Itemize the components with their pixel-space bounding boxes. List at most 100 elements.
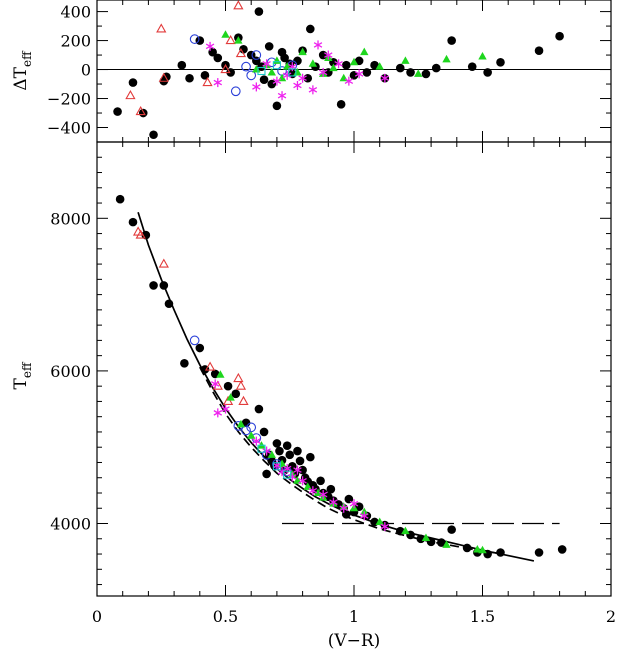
data-point	[375, 62, 384, 70]
data-point	[213, 408, 223, 418]
data-point	[293, 56, 302, 66]
data-point	[349, 71, 359, 80]
data-point	[180, 358, 189, 368]
data-point	[236, 419, 246, 428]
data-point	[185, 73, 194, 83]
data-point	[478, 545, 487, 554]
top-y-tick-label: −400	[47, 119, 91, 138]
asterisk-stroke	[318, 491, 328, 498]
bottom-y-tick-label: 8000	[50, 209, 91, 228]
data-point	[280, 53, 289, 63]
data-point	[267, 450, 276, 458]
data-point	[282, 441, 292, 450]
top-panel-points	[113, 0, 564, 140]
bottom-x-tick-label: 1	[349, 607, 359, 626]
data-point	[349, 57, 359, 66]
data-point	[247, 431, 256, 439]
data-point	[204, 361, 216, 371]
data-point	[158, 258, 169, 268]
data-point	[267, 67, 276, 76]
asterisk-stroke	[349, 500, 359, 507]
data-point	[254, 7, 264, 16]
data-point	[308, 486, 318, 496]
data-point	[334, 59, 343, 69]
data-point	[313, 40, 323, 50]
data-point	[431, 63, 441, 73]
data-point	[447, 525, 456, 534]
data-point	[467, 62, 477, 71]
data-point	[421, 69, 431, 79]
asterisk-stroke	[252, 438, 261, 444]
data-point	[113, 107, 122, 116]
data-point	[159, 281, 169, 290]
data-point	[189, 34, 200, 44]
data-point	[262, 469, 271, 479]
data-point	[115, 194, 125, 204]
data-point	[272, 439, 282, 448]
data-point	[221, 30, 230, 38]
data-point	[222, 395, 234, 405]
asterisk-stroke	[308, 87, 318, 93]
data-point	[401, 56, 410, 64]
data-point	[138, 108, 148, 118]
top-panel-ticks: −400 −200 0 200 400	[47, 0, 612, 143]
data-point	[478, 52, 487, 60]
data-point	[223, 381, 233, 391]
data-point	[213, 53, 223, 63]
data-point	[246, 50, 256, 60]
data-point	[195, 36, 205, 45]
data-point	[262, 59, 271, 69]
asterisk-stroke	[210, 381, 220, 387]
data-point	[534, 548, 544, 557]
data-point	[288, 68, 297, 77]
data-point	[202, 76, 213, 87]
data-point	[254, 404, 264, 414]
data-point	[462, 543, 472, 553]
data-point	[177, 60, 187, 70]
top-y-axis-label-sub: eff	[20, 50, 34, 67]
data-point	[259, 427, 269, 437]
bottom-x-axis-label: (V−R)	[328, 631, 381, 651]
data-point	[195, 343, 205, 353]
data-point	[442, 540, 451, 548]
data-point	[298, 476, 307, 486]
data-point	[298, 465, 307, 475]
data-point	[370, 60, 379, 70]
data-point	[308, 59, 318, 67]
asterisk-stroke	[298, 75, 307, 82]
bottom-panel-ticks: 0 0.5 1 1.5 2 4000 6000 8000	[50, 141, 616, 626]
data-point	[496, 548, 505, 557]
asterisk-stroke	[205, 43, 215, 50]
asterisk-stroke	[360, 513, 369, 519]
asterisk-stroke	[344, 78, 354, 84]
data-point	[149, 281, 158, 290]
data-point	[295, 456, 305, 466]
asterisk-stroke	[272, 78, 282, 84]
data-point	[135, 105, 146, 116]
bottom-panel-points	[115, 194, 567, 559]
bottom-x-tick-label: 2	[606, 607, 616, 626]
data-point	[277, 91, 287, 101]
top-panel: −400 −200 0 200 400 ΔTeff	[11, 0, 612, 143]
data-point	[496, 58, 505, 67]
data-point	[336, 100, 346, 109]
data-point	[216, 370, 225, 378]
top-y-tick-label: 400	[60, 3, 91, 22]
data-point	[128, 78, 138, 87]
data-point	[354, 502, 364, 512]
data-point	[318, 67, 328, 77]
data-point	[344, 76, 354, 86]
top-y-tick-label: 0	[81, 61, 91, 80]
data-point	[275, 446, 284, 456]
bottom-panel-frame	[96, 141, 612, 597]
asterisk-stroke	[339, 505, 348, 512]
data-point	[414, 69, 423, 77]
data-point	[401, 526, 410, 535]
asterisk-stroke	[213, 79, 223, 86]
asterisk-stroke	[324, 52, 333, 58]
data-point	[257, 444, 266, 453]
data-point	[557, 545, 567, 554]
data-point	[447, 36, 456, 45]
data-point	[362, 68, 372, 77]
